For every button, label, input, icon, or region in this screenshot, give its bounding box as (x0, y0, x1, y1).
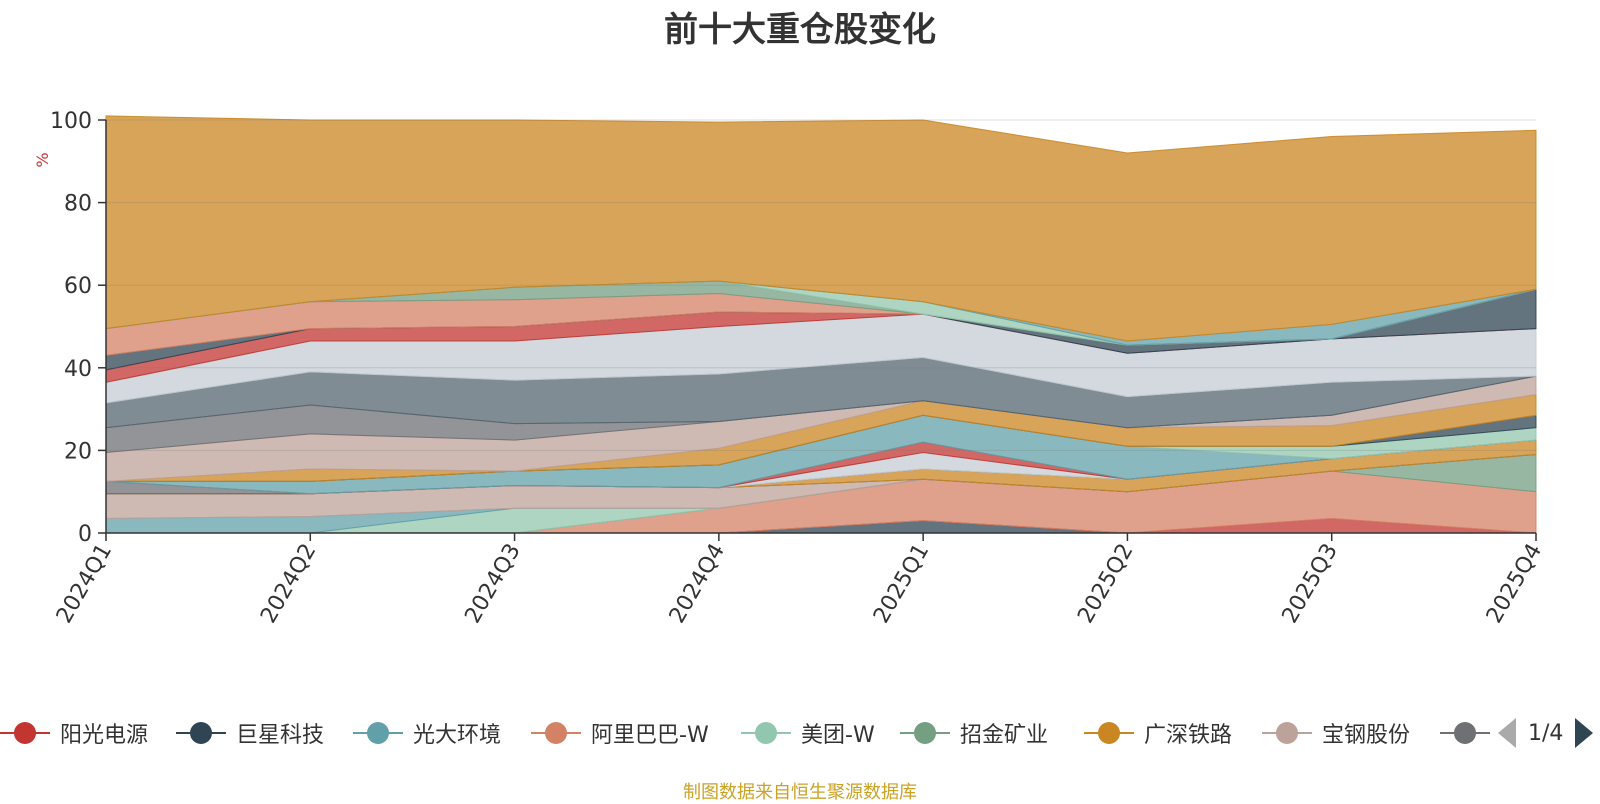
legend-label: 巨星科技 (236, 723, 325, 748)
x-tick-label-5: 2025Q2 (1073, 540, 1138, 628)
legend-label: 广深铁路 (1144, 723, 1233, 748)
legend-page-number: 1/4 (1528, 720, 1564, 746)
legend-item-1[interactable]: 巨星科技 (176, 715, 324, 751)
legend-pager: 1/4 (1498, 715, 1594, 751)
y-tick-label-3: 60 (64, 274, 92, 299)
legend-symbol (0, 715, 50, 751)
y-tick-label-5: 100 (50, 109, 92, 134)
x-tick-label-7: 2025Q4 (1482, 540, 1547, 628)
legend-symbol (353, 715, 403, 751)
legend-symbol (741, 715, 791, 751)
x-tick-label-3: 2024Q4 (665, 540, 730, 628)
legend-item-0[interactable]: 阳光电源 (0, 715, 148, 751)
x-tick-label-4: 2025Q1 (869, 540, 934, 628)
legend-symbol (1440, 715, 1490, 751)
legend-symbol (1084, 715, 1134, 751)
legend-item-8[interactable] (1440, 715, 1490, 751)
y-tick-label-0: 0 (78, 522, 92, 547)
legend-item-3[interactable]: 阿里巴巴-W (531, 715, 709, 751)
y-axis-label: % (33, 152, 52, 167)
x-tick-label-2: 2024Q3 (460, 540, 525, 628)
legend-label: 光大环境 (413, 723, 502, 748)
x-tick-label-0: 2024Q1 (52, 540, 117, 628)
legend-item-6[interactable]: 广深铁路 (1084, 715, 1232, 751)
legend-label: 阿里巴巴-W (591, 723, 709, 748)
y-tick-label-1: 20 (64, 439, 92, 464)
legend-symbol (176, 715, 226, 751)
legend-label: 宝钢股份 (1322, 723, 1411, 748)
legend-label: 阳光电源 (60, 723, 149, 748)
legend-label: 招金矿业 (960, 723, 1049, 748)
legend-symbol (531, 715, 581, 751)
legend-symbol (900, 715, 950, 751)
y-tick-label-4: 80 (64, 192, 92, 217)
legend-prev-arrow-icon[interactable] (1498, 718, 1516, 748)
legend-next-arrow-icon[interactable] (1575, 718, 1594, 748)
x-tick-label-6: 2025Q3 (1278, 540, 1343, 628)
legend-item-5[interactable]: 招金矿业 (900, 715, 1048, 751)
legend: 阳光电源 巨星科技 光大环境 阿里巴巴-W 美团-W 招金矿业 广深铁路 宝钢股… (0, 715, 1600, 751)
x-tick-label-1: 2024Q2 (256, 540, 321, 628)
legend-label: 美团-W (801, 723, 875, 748)
legend-symbol (1262, 715, 1312, 751)
chart-title: 前十大重仓股变化 (664, 10, 936, 50)
legend-item-7[interactable]: 宝钢股份 (1262, 715, 1410, 751)
y-tick-label-2: 40 (64, 357, 92, 382)
legend-item-4[interactable]: 美团-W (741, 715, 875, 751)
area-layer (105, 115, 1537, 534)
area-series-26 (105, 115, 1537, 342)
data-source-note: 制图数据来自恒生聚源数据库 (683, 782, 917, 803)
legend-item-2[interactable]: 光大环境 (353, 715, 501, 751)
